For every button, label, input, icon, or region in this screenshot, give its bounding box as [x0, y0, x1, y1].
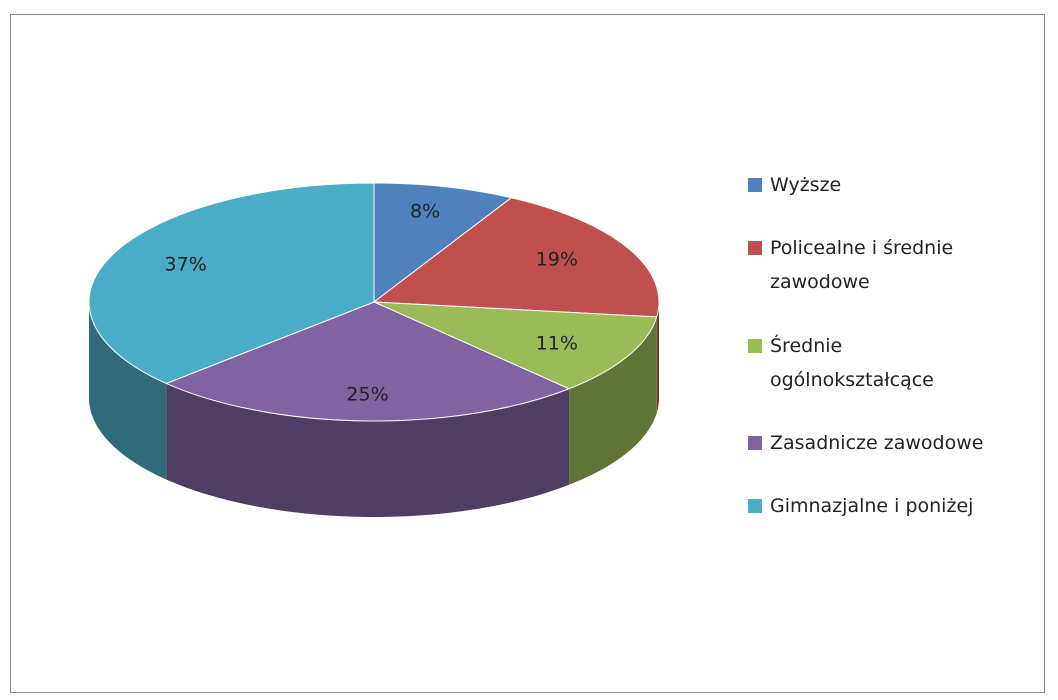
data-label: 19% [536, 248, 578, 270]
slice [373, 301, 658, 390]
legend-label: Wyższe [770, 174, 842, 196]
legend-label: Średnie ogólnokształcące [770, 334, 934, 391]
slice [88, 182, 375, 385]
legend-item: Policealne i średnie zawodowe [748, 231, 1038, 299]
slice-side [166, 383, 570, 517]
legend-swatch [748, 499, 762, 513]
data-label: 25% [346, 383, 388, 405]
legend-label: Gimnazjalne i poniżej [770, 495, 974, 517]
legend-swatch [748, 241, 762, 256]
legend-item: Wyższe [748, 168, 1038, 202]
legend-label: Policealne i średnie zawodowe [770, 237, 954, 294]
slice-side [89, 302, 167, 480]
legend-item: Gimnazjalne i poniżej [748, 489, 1038, 523]
data-label: 8% [410, 201, 440, 223]
legend: Wyższe Policealne i średnie zawodowe Średn… [748, 168, 1038, 523]
legend-swatch [748, 178, 762, 192]
slice-side [569, 316, 657, 485]
legend-item: Zasadnicze zawodowe [748, 426, 1038, 460]
legend-label: Zasadnicze zawodowe [770, 431, 984, 454]
data-label: 11% [536, 333, 578, 355]
legend-swatch [748, 435, 762, 450]
slice [372, 197, 660, 318]
chart-frame [10, 14, 1045, 693]
data-label: 37% [165, 254, 207, 276]
slice [164, 301, 571, 422]
legend-item: Średnie ogólnokształcące [748, 329, 1038, 397]
slice [373, 182, 513, 304]
legend-swatch [748, 338, 762, 353]
slice-side [656, 302, 659, 413]
